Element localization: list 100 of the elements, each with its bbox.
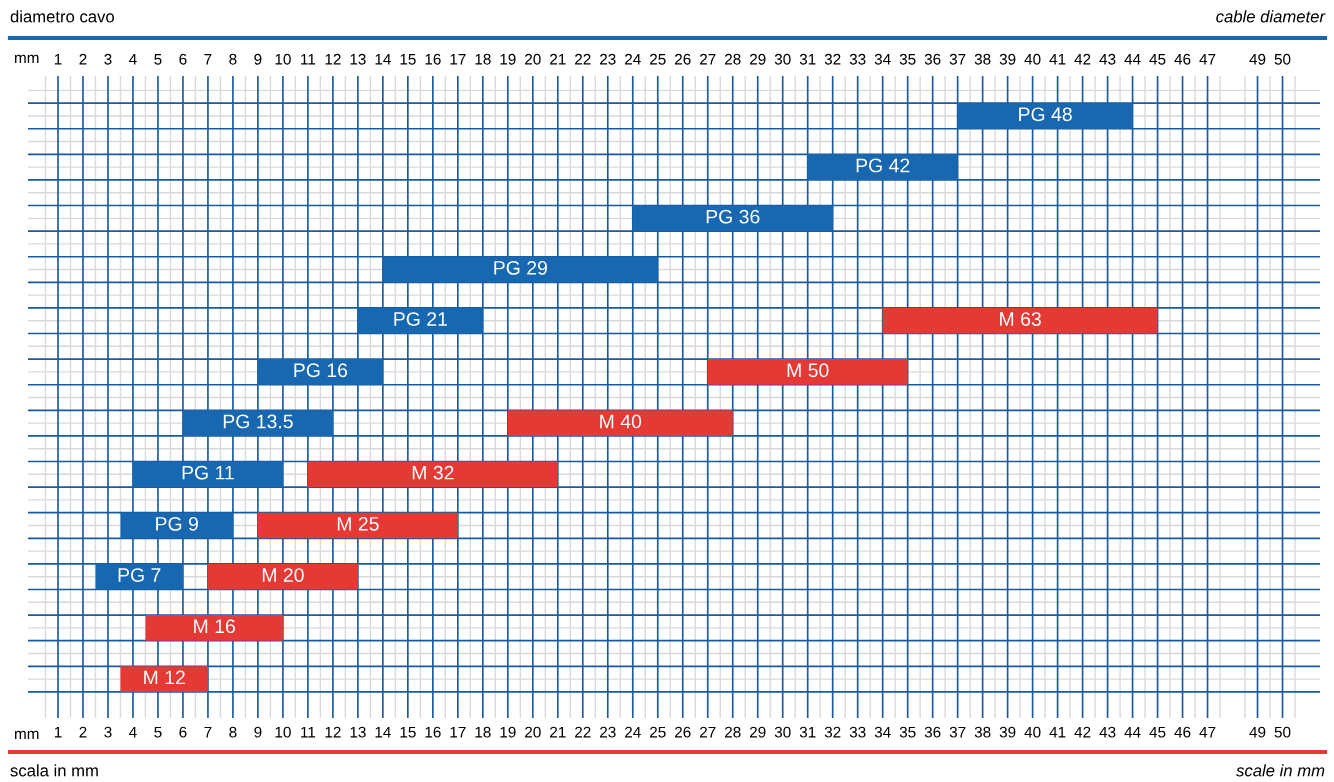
x-tick-label: 50	[1274, 726, 1291, 738]
x-tick-label: 25	[650, 726, 666, 738]
x2-tick-label: 33	[849, 53, 866, 65]
x2-tick-label: 3	[104, 53, 112, 65]
x-tick-label: 45	[1149, 726, 1166, 738]
x2-tick-label: 11	[301, 53, 316, 65]
x2-tick-label: 42	[1074, 53, 1091, 65]
x-tick-label: 7	[204, 726, 212, 738]
x2-tick-label: 29	[749, 53, 766, 65]
x-tick-label: 27	[700, 726, 716, 738]
bar	[307, 461, 558, 488]
x-tick-label: 44	[1124, 726, 1141, 738]
x2-tick-label: 32	[824, 53, 841, 65]
data-label: PG 16	[294, 363, 348, 378]
data-label: PG 29	[494, 260, 547, 275]
x-tick-label: 28	[725, 726, 741, 738]
x-tick-label: 24	[625, 726, 641, 738]
bar	[507, 410, 733, 436]
bar	[882, 307, 1158, 334]
x2-tick-label: 30	[774, 53, 791, 65]
data-label: M 12	[144, 670, 185, 685]
x-tick-label: 38	[974, 726, 991, 738]
x2-tick-label: 24	[625, 53, 641, 65]
x2-tick-label: 31	[799, 53, 816, 65]
x-tick-label: 18	[475, 726, 491, 738]
x2-tick-label: 41	[1049, 53, 1066, 65]
data-label: PG 7	[118, 568, 161, 582]
x-tick-label: 39	[999, 726, 1016, 738]
x-tick-label: 14	[375, 726, 391, 738]
data-label: M 16	[194, 619, 235, 634]
x-tick-label: 1	[54, 726, 62, 738]
x2-tick-label: 49	[1249, 53, 1266, 65]
bar	[120, 512, 233, 539]
x-tick-label: 22	[575, 726, 591, 738]
x2-tick-label: 1	[54, 53, 62, 65]
bar	[957, 103, 1133, 129]
x2-tick-label: 21	[550, 53, 566, 65]
x-tick-label: 5	[154, 726, 162, 738]
x-tick-label: 47	[1199, 726, 1216, 738]
x-tick-label: 6	[179, 726, 187, 738]
x-tick-label: 33	[849, 726, 866, 738]
x-tick-label: 11	[301, 726, 316, 738]
x-tick-label: 49	[1249, 726, 1266, 738]
x2-tick-label: 23	[600, 53, 616, 65]
x-tick-label: 42	[1074, 726, 1091, 738]
x2-tick-label: 6	[179, 53, 187, 65]
x2-tick-label: 13	[350, 53, 366, 65]
x-tick-label: 12	[325, 726, 341, 738]
data-label: PG 21	[394, 312, 447, 326]
x2-tick-label: 7	[204, 53, 212, 65]
x2-tick-label: 8	[229, 53, 237, 65]
x2-tick-label: 28	[725, 53, 741, 65]
x-tick-label: 13	[350, 726, 366, 738]
data-label: M 50	[787, 363, 829, 378]
x2-tick-label: 44	[1124, 53, 1141, 65]
x2-tick-label: 25	[650, 53, 666, 65]
data-label: PG 13.5	[223, 414, 293, 429]
x-tick-label: 43	[1099, 726, 1116, 738]
x2-tick-label: 5	[154, 53, 162, 65]
bar	[207, 563, 358, 590]
data-label: PG 11	[182, 465, 234, 480]
x-tick-label: 19	[500, 726, 516, 738]
bar	[145, 615, 283, 641]
x2-tick-label: 4	[129, 53, 137, 65]
bar	[120, 666, 208, 692]
data-label: M 40	[600, 414, 642, 429]
x2-tick-label: 10	[275, 53, 291, 65]
x-tick-label: 30	[774, 726, 791, 738]
bar	[632, 205, 833, 232]
x2-tick-label: 37	[949, 53, 966, 65]
x2-tick-label: 14	[375, 53, 391, 65]
data-label: M 63	[1000, 312, 1041, 326]
x-tick-label: 9	[254, 726, 262, 738]
data-label: M 20	[262, 568, 304, 582]
x2-tick-label: 36	[924, 53, 941, 65]
x2-tick-label: 17	[450, 53, 466, 65]
chart-subtitle: cable diameter	[1216, 10, 1326, 23]
x-tick-label: 23	[600, 726, 616, 738]
data-label: PG 42	[856, 158, 910, 173]
x-tick-label: 16	[425, 726, 441, 738]
x-tick-label: 36	[924, 726, 941, 738]
data-label: PG 36	[706, 209, 760, 224]
bar	[132, 461, 283, 488]
x2-tick-label: 50	[1274, 53, 1291, 65]
x-tick-label: 20	[525, 726, 541, 738]
x2-tick-label: 9	[254, 53, 262, 65]
x-tick-label: 17	[450, 726, 466, 738]
x2-tick-label: 43	[1099, 53, 1116, 65]
x-tick-label: 32	[824, 726, 841, 738]
x2-tick-label: 22	[575, 53, 591, 65]
text: scala in mm	[10, 764, 98, 777]
x2-tick-label: 26	[675, 53, 691, 65]
x2-tick-label: 12	[325, 53, 341, 65]
x2-tick-label: 34	[874, 53, 891, 65]
x2-tick-label: 40	[1024, 53, 1041, 65]
x-tick-label: 34	[874, 726, 891, 738]
x2-tick-label: 2	[79, 53, 87, 65]
bar	[257, 512, 458, 539]
x-tick-label: 21	[550, 726, 566, 738]
x-tick-label: 3	[104, 726, 112, 738]
